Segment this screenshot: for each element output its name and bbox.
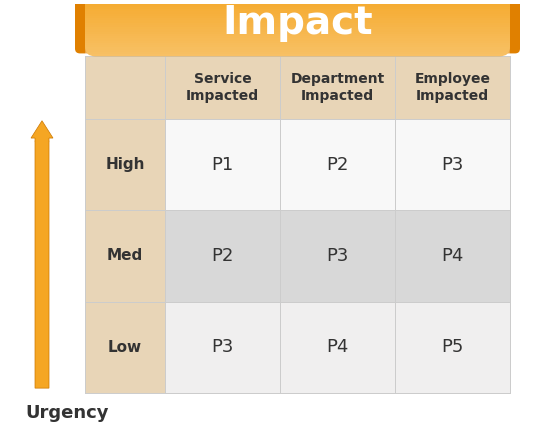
Bar xyxy=(85,3,510,5)
Text: P4: P4 xyxy=(441,247,464,265)
FancyBboxPatch shape xyxy=(85,0,510,56)
Text: P2: P2 xyxy=(326,156,349,173)
Bar xyxy=(85,20,510,22)
Text: P3: P3 xyxy=(326,247,349,265)
Bar xyxy=(85,7,510,9)
Text: Med: Med xyxy=(107,248,143,263)
Bar xyxy=(85,41,510,43)
Text: Urgency: Urgency xyxy=(25,404,108,422)
FancyArrow shape xyxy=(31,121,53,388)
Bar xyxy=(85,22,510,25)
Text: Service
Impacted: Service Impacted xyxy=(186,73,259,103)
Bar xyxy=(85,45,510,47)
Bar xyxy=(85,47,510,50)
Bar xyxy=(280,210,395,301)
FancyBboxPatch shape xyxy=(498,0,520,53)
Bar xyxy=(280,119,395,210)
Bar xyxy=(85,54,510,56)
Text: Impact: Impact xyxy=(222,4,373,42)
Text: Department
Impacted: Department Impacted xyxy=(290,73,385,103)
Bar xyxy=(85,32,510,34)
Bar xyxy=(85,50,510,52)
Bar xyxy=(395,301,510,393)
FancyBboxPatch shape xyxy=(75,0,97,53)
Bar xyxy=(85,52,510,54)
Bar xyxy=(165,210,280,301)
Text: P5: P5 xyxy=(441,338,464,356)
Bar xyxy=(85,14,510,16)
Text: Employee
Impacted: Employee Impacted xyxy=(415,73,490,103)
Bar xyxy=(85,11,510,14)
Text: High: High xyxy=(105,157,145,172)
Bar xyxy=(85,56,510,393)
Bar xyxy=(85,38,510,41)
FancyBboxPatch shape xyxy=(85,0,510,56)
Bar xyxy=(165,301,280,393)
Text: Low: Low xyxy=(108,340,142,355)
Text: P3: P3 xyxy=(441,156,464,173)
Text: P2: P2 xyxy=(211,247,234,265)
Bar xyxy=(85,29,510,32)
Bar xyxy=(85,27,510,29)
Bar xyxy=(85,16,510,18)
Bar xyxy=(395,119,510,210)
Bar xyxy=(85,18,510,20)
Bar xyxy=(85,43,510,45)
Bar xyxy=(85,25,510,27)
Bar xyxy=(85,5,510,7)
Bar xyxy=(165,119,280,210)
Bar xyxy=(85,9,510,11)
Bar xyxy=(85,119,165,393)
Bar xyxy=(395,210,510,301)
Bar xyxy=(85,34,510,36)
Text: P3: P3 xyxy=(211,338,234,356)
Bar xyxy=(280,301,395,393)
Text: P4: P4 xyxy=(326,338,349,356)
Text: P1: P1 xyxy=(211,156,234,173)
Bar xyxy=(85,36,510,38)
Bar xyxy=(85,56,510,119)
Bar xyxy=(85,0,510,3)
